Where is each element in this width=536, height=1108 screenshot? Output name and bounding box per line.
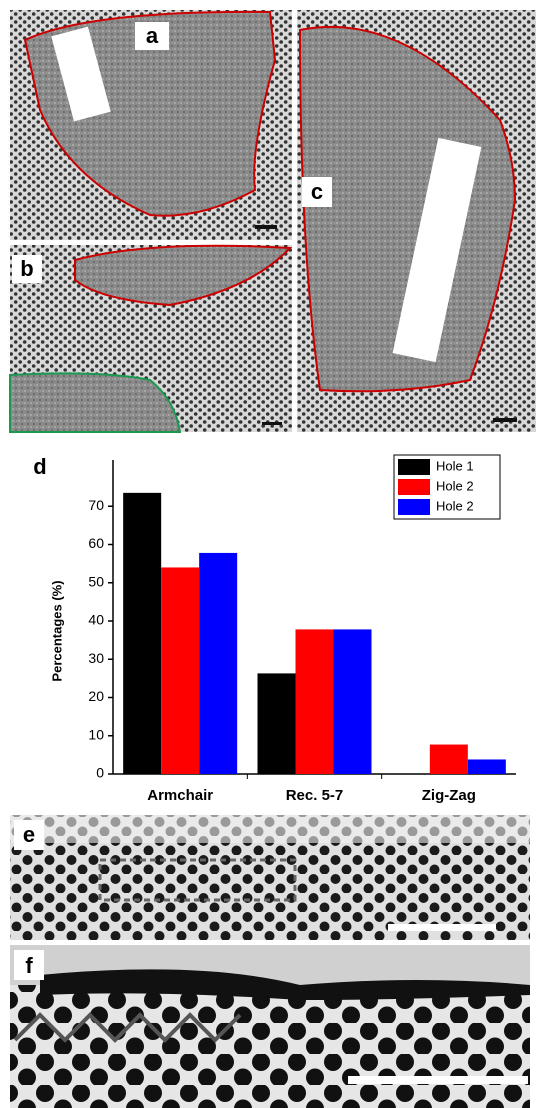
- bar: [257, 673, 296, 774]
- x-tick-label: Armchair: [147, 787, 213, 804]
- panel-a: a: [10, 10, 292, 240]
- panel-e: e: [10, 815, 530, 940]
- panel-label: e: [23, 822, 35, 847]
- y-tick-label: 10: [88, 726, 104, 742]
- y-tick-label: 60: [88, 535, 104, 551]
- panel-label: d: [33, 454, 46, 479]
- y-tick-label: 0: [96, 765, 104, 781]
- bar: [199, 552, 238, 774]
- panel-label: a: [146, 23, 159, 48]
- panel-f: f: [10, 945, 530, 1108]
- y-tick-label: 50: [88, 573, 104, 589]
- y-axis-label: Percentages (%): [49, 580, 64, 681]
- panel-c: c: [297, 10, 536, 432]
- y-tick-label: 40: [88, 612, 104, 628]
- legend-swatch: [398, 479, 430, 495]
- panel-label: f: [25, 953, 33, 978]
- legend-swatch: [398, 459, 430, 475]
- bar: [467, 759, 506, 774]
- panel-label: c: [311, 179, 323, 204]
- x-tick-label: Rec. 5-7: [286, 787, 344, 804]
- y-tick-label: 70: [88, 497, 104, 513]
- legend-label: Hole 2: [436, 478, 474, 493]
- legend-label: Hole 1: [436, 458, 474, 473]
- legend-swatch: [398, 499, 430, 515]
- x-tick-label: Zig-Zag: [422, 787, 476, 804]
- bar: [333, 629, 372, 774]
- bar: [123, 492, 162, 774]
- panel-label: b: [20, 256, 33, 281]
- y-tick-label: 30: [88, 650, 104, 666]
- bar: [161, 567, 200, 774]
- bar: [295, 629, 334, 774]
- y-tick-label: 20: [88, 688, 104, 704]
- bar: [429, 744, 468, 774]
- legend-label: Hole 2: [436, 498, 474, 513]
- panel-b: b: [9, 244, 293, 433]
- bar-chart: 0 10 20 30 40 50 60 70 Percentages (%) Armchair Re…: [49, 454, 516, 804]
